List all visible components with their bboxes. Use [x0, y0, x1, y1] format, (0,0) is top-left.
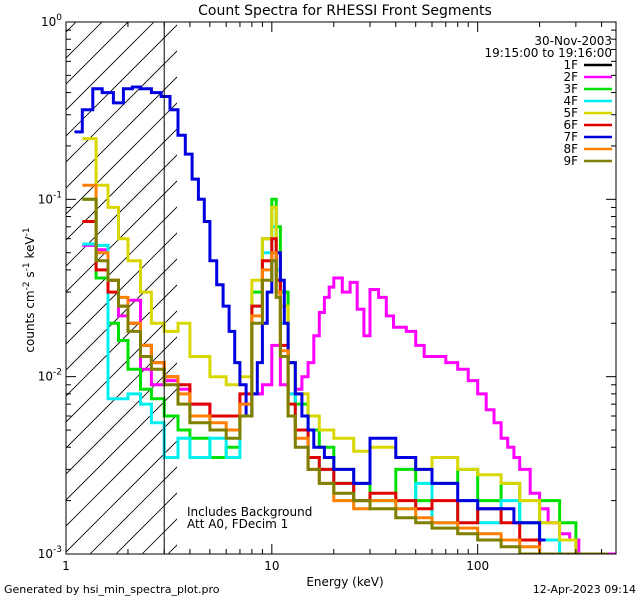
legend-label-9F: 9F [563, 154, 578, 168]
legend-label-5F: 5F [563, 106, 578, 120]
time-range-label: 19:15:00 to 19:16:00 [485, 46, 612, 60]
y-tick-label: 100 [41, 13, 62, 29]
y-tick-label: 10-1 [38, 190, 62, 206]
y-axis-label: counts cm-2 s-1 keV-1 [22, 227, 37, 352]
legend-label-8F: 8F [563, 142, 578, 156]
y-tick-label: 10-3 [38, 545, 62, 561]
y-tick-label: 10-2 [38, 368, 62, 384]
footer-timestamp: 12-Apr-2023 09:14 [532, 583, 636, 596]
series-line-3F [82, 197, 608, 554]
date-label: 30-Nov-2003 [534, 34, 612, 48]
legend-label-2F: 2F [563, 70, 578, 84]
series-line-5F [82, 137, 608, 554]
annotation-background: Includes Background [187, 505, 312, 519]
legend-label-1F: 1F [563, 58, 578, 72]
x-axis-label: Energy (keV) [306, 575, 383, 589]
annotation-attenuator: Att A0, FDecim 1 [187, 517, 288, 531]
legend-label-6F: 6F [563, 118, 578, 132]
x-tick-label: 1 [62, 559, 70, 573]
x-tick-label: 100 [466, 559, 489, 573]
x-tick-label: 10 [264, 559, 279, 573]
legend-label-7F: 7F [563, 130, 578, 144]
series-line-7F [74, 85, 546, 542]
series-line-9F [82, 197, 608, 554]
legend-label-3F: 3F [563, 82, 578, 96]
plot-frame [65, 21, 617, 555]
chart-title: Count Spectra for RHESSI Front Segments [198, 3, 492, 19]
footer-generated-by: Generated by hsi_min_spectra_plot.pro [4, 583, 220, 596]
legend-label-4F: 4F [563, 94, 578, 108]
